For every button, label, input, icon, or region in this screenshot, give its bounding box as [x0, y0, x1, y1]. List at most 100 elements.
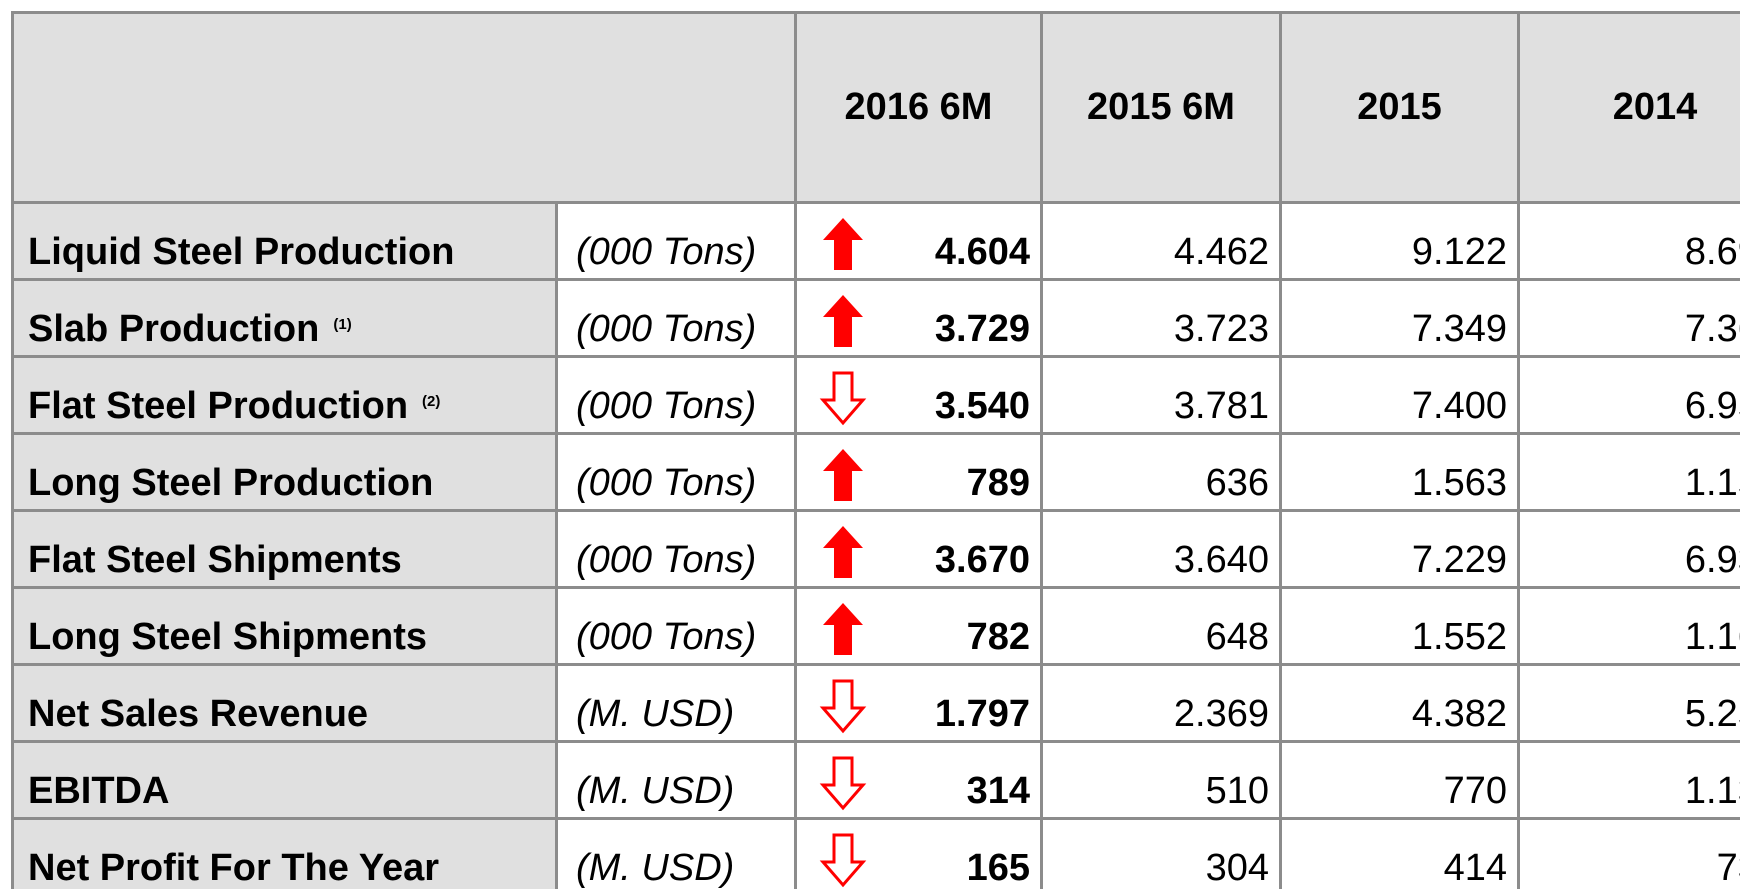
value-cell: 782 — [794, 586, 1043, 666]
unit-text: (000 Tons) — [576, 308, 757, 350]
value-cell: 1.136 — [1517, 740, 1740, 820]
value-text: 648 — [1205, 616, 1269, 658]
value-cell: 165 — [794, 817, 1043, 889]
value-cell: 1.552 — [1279, 586, 1520, 666]
value-text: 770 — [1443, 770, 1507, 812]
row-label: Long Steel Shipments — [11, 586, 558, 666]
row-label-text: Slab Production — [28, 308, 320, 350]
value-cell: 6.933 — [1517, 509, 1740, 589]
value-text: 1.563 — [1411, 462, 1507, 504]
trend-arrow — [823, 449, 863, 501]
row-label: EBITDA — [11, 740, 558, 820]
row-label: Liquid Steel Production — [11, 201, 558, 281]
column-header-text: 2014 — [1612, 86, 1698, 128]
value-text: 4.382 — [1411, 693, 1507, 735]
unit: (000 Tons) — [555, 355, 797, 435]
trend-arrow — [823, 603, 863, 655]
value-text: 782 — [966, 616, 1030, 658]
row-label-text: Long Steel Production — [28, 462, 434, 504]
trend-arrow — [819, 833, 867, 888]
value-cell: 1.563 — [1279, 432, 1520, 512]
value-text: 3.640 — [1173, 539, 1269, 581]
arrow-shape — [819, 833, 867, 888]
value-cell: 636 — [1040, 432, 1282, 512]
row-label-text: EBITDA — [28, 770, 170, 812]
column-header-text: 2015 — [1357, 86, 1442, 128]
unit-text: (M. USD) — [576, 693, 735, 735]
value-cell: 2.369 — [1040, 663, 1282, 743]
column-header: 2016 6M — [794, 11, 1043, 204]
value-cell: 7.400 — [1279, 355, 1520, 435]
value-text: 636 — [1205, 462, 1269, 504]
row-label-text: Long Steel Shipments — [28, 616, 428, 658]
value-text: 165 — [966, 847, 1030, 889]
arrow-shape — [819, 371, 867, 426]
value-text: 4.604 — [934, 231, 1030, 273]
arrow-shape — [823, 603, 863, 655]
unit-text: (000 Tons) — [576, 539, 757, 581]
value-text: 789 — [966, 462, 1030, 504]
column-header-text: 2015 6M — [1087, 86, 1235, 128]
value-cell: 7.363 — [1517, 278, 1740, 358]
value-cell: 1.153 — [1517, 432, 1740, 512]
value-text: 7.229 — [1411, 539, 1507, 581]
value-cell: 304 — [1040, 817, 1282, 889]
row-label-text: Net Profit For The Year — [28, 847, 440, 889]
value-cell: 732 — [1517, 817, 1740, 889]
value-text: 732 — [1716, 847, 1740, 889]
footnote-ref: (1) — [333, 316, 352, 333]
value-text: 314 — [966, 770, 1030, 812]
arrow-shape — [819, 679, 867, 734]
row-label: Net Profit For The Year — [11, 817, 558, 889]
value-text: 6.954 — [1684, 385, 1740, 427]
value-text: 3.540 — [934, 385, 1030, 427]
value-cell: 648 — [1040, 586, 1282, 666]
value-text: 304 — [1205, 847, 1269, 889]
value-cell: 3.540 — [794, 355, 1043, 435]
unit: (000 Tons) — [555, 201, 797, 281]
value-text: 3.723 — [1173, 308, 1269, 350]
value-cell: 3.729 — [794, 278, 1043, 358]
trend-arrow — [823, 526, 863, 578]
arrow-shape — [819, 756, 867, 811]
unit: (000 Tons) — [555, 509, 797, 589]
value-text: 7.349 — [1411, 308, 1507, 350]
value-cell: 8.693 — [1517, 201, 1740, 281]
value-text: 414 — [1443, 847, 1507, 889]
value-text: 8.693 — [1684, 231, 1740, 273]
value-cell: 4.604 — [794, 201, 1043, 281]
unit-text: (M. USD) — [576, 847, 735, 889]
trend-arrow — [819, 756, 867, 811]
footnote-ref: (2) — [422, 393, 441, 410]
value-cell: 3.640 — [1040, 509, 1282, 589]
value-text: 1.797 — [934, 693, 1030, 735]
value-cell: 7.349 — [1279, 278, 1520, 358]
row-label: Flat Steel Shipments — [11, 509, 558, 589]
trend-arrow — [823, 218, 863, 270]
unit: (000 Tons) — [555, 586, 797, 666]
row-label-text: Liquid Steel Production — [28, 231, 455, 273]
unit: (000 Tons) — [555, 278, 797, 358]
value-text: 9.122 — [1411, 231, 1507, 273]
value-text: 7.400 — [1411, 385, 1507, 427]
value-text: 2.369 — [1173, 693, 1269, 735]
trend-arrow — [819, 679, 867, 734]
unit-text: (M. USD) — [576, 770, 735, 812]
value-cell: 9.122 — [1279, 201, 1520, 281]
trend-arrow — [819, 371, 867, 426]
value-text: 3.781 — [1173, 385, 1269, 427]
column-header-text: 2016 6M — [844, 86, 993, 128]
value-cell: 314 — [794, 740, 1043, 820]
value-text: 1.153 — [1684, 462, 1740, 504]
value-text: 5.252 — [1684, 693, 1740, 735]
value-cell: 6.954 — [1517, 355, 1740, 435]
arrow-shape — [823, 449, 863, 501]
unit-text: (000 Tons) — [576, 616, 757, 658]
arrow-shape — [823, 526, 863, 578]
unit: (M. USD) — [555, 740, 797, 820]
value-cell: 510 — [1040, 740, 1282, 820]
header-corner — [11, 11, 797, 204]
value-cell: 1.163 — [1517, 586, 1740, 666]
value-text: 3.670 — [934, 539, 1030, 581]
